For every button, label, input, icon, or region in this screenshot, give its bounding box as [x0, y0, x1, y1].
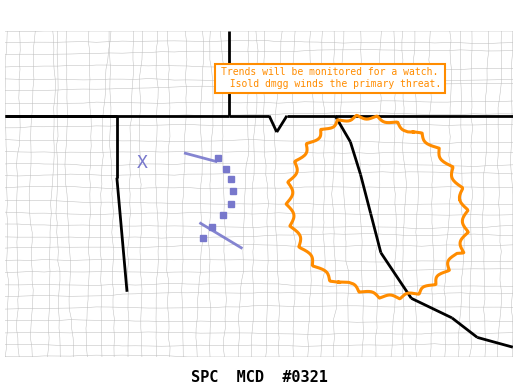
Text: SPC  MCD  #0321: SPC MCD #0321 [191, 370, 327, 385]
Text: X: X [137, 154, 148, 172]
Text: Trends will be monitored for a watch.
  Isold dmgg winds the primary threat.: Trends will be monitored for a watch. Is… [219, 68, 442, 89]
